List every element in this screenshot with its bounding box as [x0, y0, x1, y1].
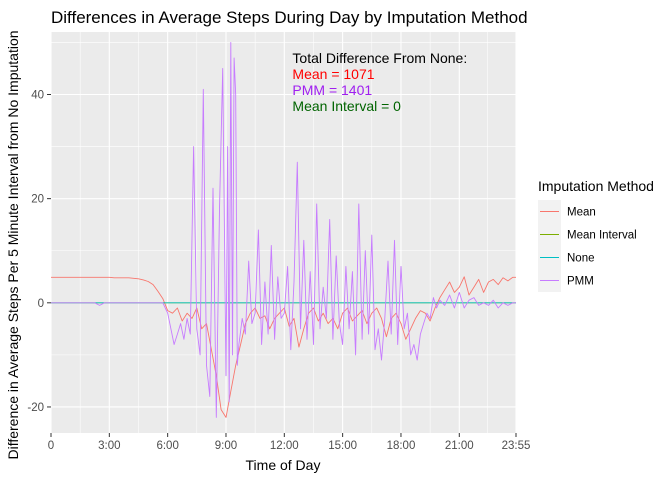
plot-panel	[51, 32, 516, 433]
legend-label: None	[567, 253, 595, 265]
legend-title: Imputation Method	[538, 178, 654, 194]
x-tick-label: 15:00	[328, 440, 357, 452]
y-axis: -20 0 20 40	[27, 89, 51, 414]
x-axis-title: Time of Day	[246, 457, 321, 473]
legend: Imputation Method Mean Mean Interval None P…	[538, 178, 654, 292]
y-tick-label: 20	[31, 194, 44, 206]
x-tick-label: 18:00	[387, 440, 416, 452]
series-line-pmm	[51, 41, 516, 418]
annotation-mean: Mean = 1071	[292, 66, 374, 82]
y-axis-title: Difference in Average Steps Per 5 Minute…	[5, 30, 21, 459]
annotation-block: Total Difference From None: Mean = 1071 …	[292, 50, 467, 114]
x-tick-label: 9:00	[215, 440, 237, 452]
y-tick-label: -20	[27, 402, 44, 414]
x-tick-label: 0	[48, 440, 54, 452]
chart-title: Differences in Average Steps During Day …	[51, 8, 528, 27]
x-axis: 0 3:00 6:00 9:00 12:00 15:00 18:00 21:00 23:55	[48, 433, 531, 452]
legend-label: PMM	[567, 276, 594, 288]
x-tick-label: 3:00	[98, 440, 120, 452]
x-tick-label: 21:00	[445, 440, 474, 452]
minor-gridlines	[51, 32, 516, 433]
y-tick-label: 0	[38, 298, 44, 310]
annotation-pmm: PMM = 1401	[292, 82, 372, 98]
y-tick-label: 40	[31, 89, 44, 101]
annotation-heading: Total Difference From None:	[292, 50, 467, 66]
legend-label: Mean	[567, 207, 596, 219]
annotation-mean-interval: Mean Interval = 0	[292, 98, 401, 114]
legend-label: Mean Interval	[567, 230, 637, 242]
x-tick-label: 6:00	[156, 440, 178, 452]
series-lines	[51, 41, 516, 418]
x-tick-label: 23:55	[502, 440, 531, 452]
x-tick-label: 12:00	[270, 440, 299, 452]
